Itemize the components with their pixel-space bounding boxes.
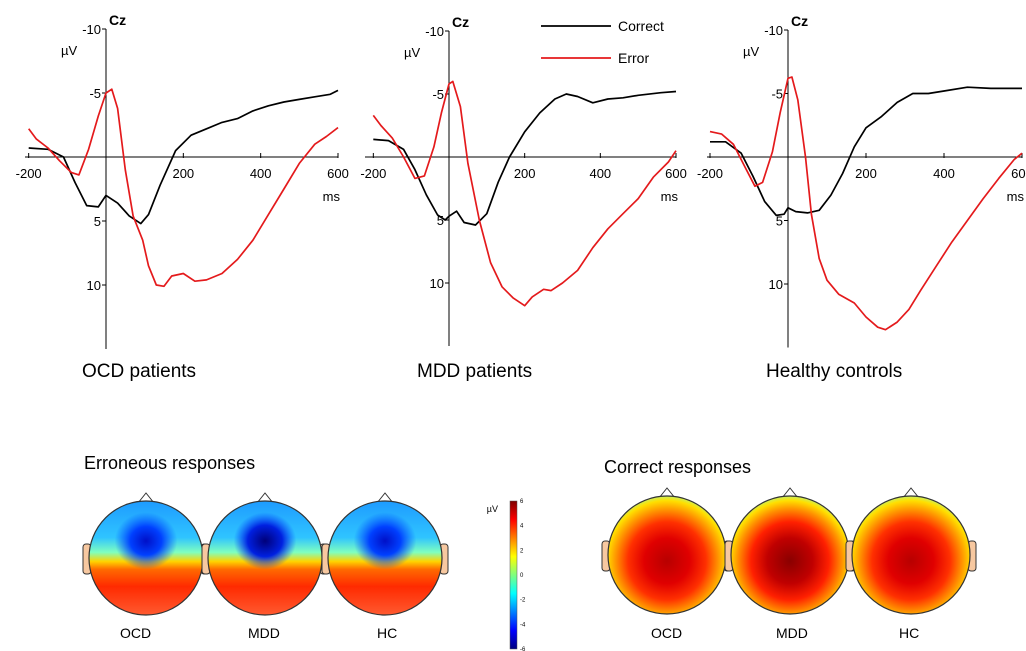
- scalp-base: [608, 496, 726, 614]
- panel-caption-hc: Healthy controls: [766, 361, 903, 382]
- topo-label-cor-ocd: OCD: [651, 625, 683, 641]
- x-tick-label: 400: [589, 166, 611, 181]
- electrode-label: Cz: [452, 14, 469, 30]
- topomaps: [82, 487, 977, 616]
- topomap-cor-ocd: [601, 487, 733, 615]
- erp-panels: -200 200 400 600 ms -10 -5 5 10 µV Cz -200 200 400 600…: [16, 12, 1026, 349]
- scalp-fill: [328, 501, 442, 615]
- topomap-cor-hc: [845, 487, 977, 615]
- x-tick-label: 600: [1011, 166, 1026, 181]
- topo-label-err-ocd: OCD: [120, 625, 152, 641]
- scalp-base: [731, 496, 849, 614]
- x-tick-label: 400: [250, 166, 272, 181]
- scalp-base: [852, 496, 970, 614]
- legend-label-error: Error: [618, 50, 649, 66]
- y-tick-label: 5: [776, 214, 783, 229]
- x-tick-label: -200: [697, 166, 723, 181]
- series-line-correct: [373, 90, 677, 226]
- y-tick-label: -5: [432, 87, 444, 102]
- y-tick-label: 10: [769, 277, 783, 292]
- x-tick-label: -200: [360, 166, 386, 181]
- x-tick-label: 600: [327, 166, 349, 181]
- colorbar-tick-label: -4: [520, 622, 526, 628]
- y-tick-label: 10: [87, 278, 101, 293]
- scalp-outline: [327, 500, 443, 616]
- correct-title: Correct responses: [604, 457, 752, 477]
- y-tick-label: 5: [94, 214, 101, 229]
- series-line-correct: [28, 89, 339, 225]
- series-line-error: [28, 88, 339, 288]
- topomap-err-ocd: [82, 492, 210, 616]
- topomap-cor-mdd: [724, 487, 856, 615]
- scalp-fill: [89, 501, 203, 615]
- y-tick-label: -5: [89, 86, 101, 101]
- y-tick-label: 5: [437, 213, 444, 228]
- scalp-fill: [852, 496, 970, 614]
- erp-panel-mdd: -200 200 400 600 ms -10 -5 5 10 µV Cz: [360, 14, 687, 346]
- y-tick-label: 10: [430, 276, 444, 291]
- negativity-blob: [353, 512, 417, 570]
- scalp-fill: [731, 496, 849, 614]
- x-tick-label: 400: [933, 166, 955, 181]
- y-unit-label: µV: [743, 44, 759, 59]
- panel-caption-mdd: MDD patients: [417, 361, 533, 382]
- series-line-error: [372, 80, 677, 307]
- colorbar-unit: µV: [487, 504, 498, 514]
- colorbar-tick-label: -2: [520, 598, 526, 604]
- x-unit-label: ms: [323, 189, 341, 204]
- x-tick-label: 600: [665, 166, 687, 181]
- topo-label-err-hc: HC: [377, 625, 398, 641]
- topomap-err-hc: [321, 492, 449, 616]
- colorbar-tick-label: 6: [520, 499, 524, 505]
- x-unit-label: ms: [661, 189, 679, 204]
- y-tick-label: -5: [771, 87, 783, 102]
- scalp-outline: [851, 495, 971, 615]
- x-unit-label: ms: [1007, 189, 1025, 204]
- colorbar-tick-label: 0: [520, 573, 524, 579]
- y-tick-label: -10: [425, 24, 444, 39]
- series-line-correct: [710, 86, 1022, 217]
- topomap-err-mdd: [201, 492, 329, 616]
- y-unit-label: µV: [61, 43, 77, 58]
- scalp-fill: [608, 496, 726, 614]
- y-unit-label: µV: [404, 45, 420, 60]
- erp-panel-hc: -200 200 400 600 ms -10 -5 5 10 µV Cz: [697, 13, 1026, 348]
- negativity-blob: [233, 512, 297, 570]
- series-line-error: [709, 76, 1023, 331]
- negativity-blob: [114, 512, 178, 570]
- topo-label-err-mdd: MDD: [248, 625, 280, 641]
- electrode-label: Cz: [109, 12, 126, 28]
- erroneous-title: Erroneous responses: [84, 453, 256, 473]
- x-tick-label: 200: [514, 166, 536, 181]
- colorbar: µV 6 4 2 0 -2 -4 -6: [487, 499, 526, 651]
- colorbar-tick-label: 2: [520, 548, 524, 554]
- x-tick-label: 200: [172, 166, 194, 181]
- x-tick-label: -200: [16, 166, 42, 181]
- colorbar-tick-label: 4: [520, 524, 524, 530]
- legend-label-correct: Correct: [618, 18, 664, 34]
- electrode-label: Cz: [791, 13, 808, 29]
- colorbar-tick-label: -6: [520, 647, 526, 651]
- panel-caption-ocd: OCD patients: [82, 361, 197, 382]
- topo-label-cor-hc: HC: [899, 625, 920, 641]
- y-tick-label: -10: [764, 23, 783, 38]
- x-tick-label: 200: [855, 166, 877, 181]
- scalp-fill: [208, 501, 322, 615]
- colorbar-strip: [509, 500, 518, 650]
- erp-panel-ocd: -200 200 400 600 ms -10 -5 5 10 µV Cz: [16, 12, 349, 349]
- y-tick-label: -10: [82, 22, 101, 37]
- legend: Correct Error: [541, 18, 664, 66]
- topo-label-cor-mdd: MDD: [776, 625, 808, 641]
